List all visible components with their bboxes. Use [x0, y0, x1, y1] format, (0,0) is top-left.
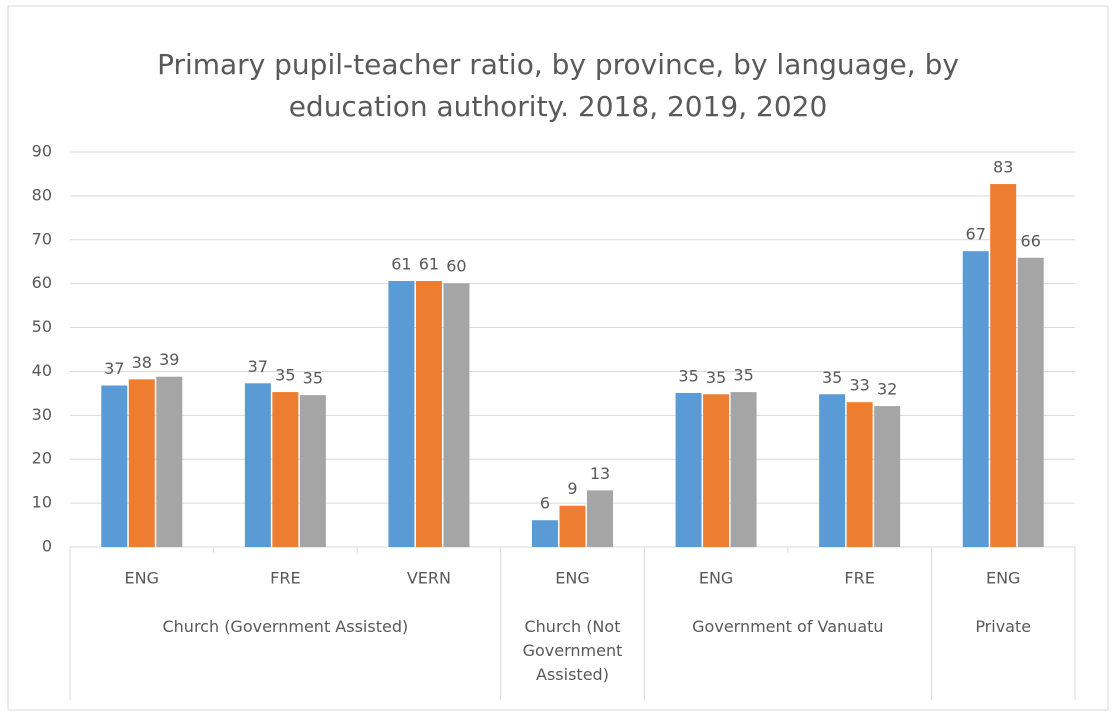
x-tick-label: FRE [844, 569, 874, 588]
y-tick-label: 0 [42, 537, 52, 556]
data-label: 83 [993, 158, 1013, 177]
data-label: 61 [419, 255, 439, 274]
group-label: Church (Government Assisted) [162, 617, 409, 636]
data-label: 35 [678, 366, 698, 385]
bar [587, 490, 613, 547]
bar [703, 394, 730, 547]
chart-title: Primary pupil-teacher ratio, by province… [157, 48, 959, 123]
x-tick-label: ENG [986, 569, 1020, 588]
data-label: 6 [540, 494, 550, 513]
y-tick-label: 80 [32, 185, 52, 204]
y-tick-label: 50 [32, 317, 52, 336]
data-label: 60 [446, 257, 466, 276]
y-tick-label: 40 [32, 361, 52, 380]
bar [101, 385, 128, 547]
bar [443, 283, 470, 547]
bar [128, 379, 155, 547]
bar [388, 281, 415, 547]
data-label: 35 [822, 368, 842, 387]
bar [415, 281, 442, 547]
data-label: 35 [303, 369, 323, 388]
bar [990, 184, 1017, 548]
bar [962, 251, 989, 547]
data-label: 32 [877, 380, 897, 399]
data-label: 35 [275, 366, 295, 385]
bar [1017, 257, 1044, 547]
data-label: 38 [132, 353, 152, 372]
data-label: 35 [706, 368, 726, 387]
frame [7, 5, 1109, 711]
data-label: 13 [590, 464, 610, 483]
bar [559, 505, 586, 547]
bar [156, 376, 183, 547]
bar [532, 520, 558, 547]
y-tick-label: 10 [32, 493, 52, 512]
y-tick-label: 90 [32, 142, 52, 161]
y-tick-label: 60 [32, 273, 52, 292]
data-label: 39 [159, 350, 179, 369]
x-tick-label: ENG [555, 569, 589, 588]
data-label: 61 [391, 255, 411, 274]
bar [874, 406, 901, 547]
bar [272, 392, 299, 547]
group-label: Government of Vanuatu [692, 617, 884, 636]
data-label: 66 [1021, 231, 1041, 250]
bar [299, 395, 326, 547]
x-tick-label: ENG [125, 569, 159, 588]
y-tick-label: 70 [32, 229, 52, 248]
bar [846, 402, 873, 547]
data-label: 33 [849, 376, 869, 395]
bar [244, 383, 271, 547]
x-tick-label: ENG [699, 569, 733, 588]
data-label: 67 [966, 225, 986, 244]
data-label: 35 [733, 366, 753, 385]
data-label: 37 [248, 357, 268, 376]
data-label: 37 [104, 359, 124, 378]
x-tick-label: FRE [270, 569, 300, 588]
x-tick-label: VERN [407, 569, 451, 588]
y-tick-label: 20 [32, 449, 52, 468]
bar [730, 392, 757, 547]
y-tick-label: 30 [32, 405, 52, 424]
bar [675, 392, 702, 547]
data-label: 9 [567, 479, 577, 498]
bar [819, 394, 846, 547]
group-label: Private [975, 617, 1032, 636]
group-label: Church (Not Government Assisted) [522, 617, 623, 684]
